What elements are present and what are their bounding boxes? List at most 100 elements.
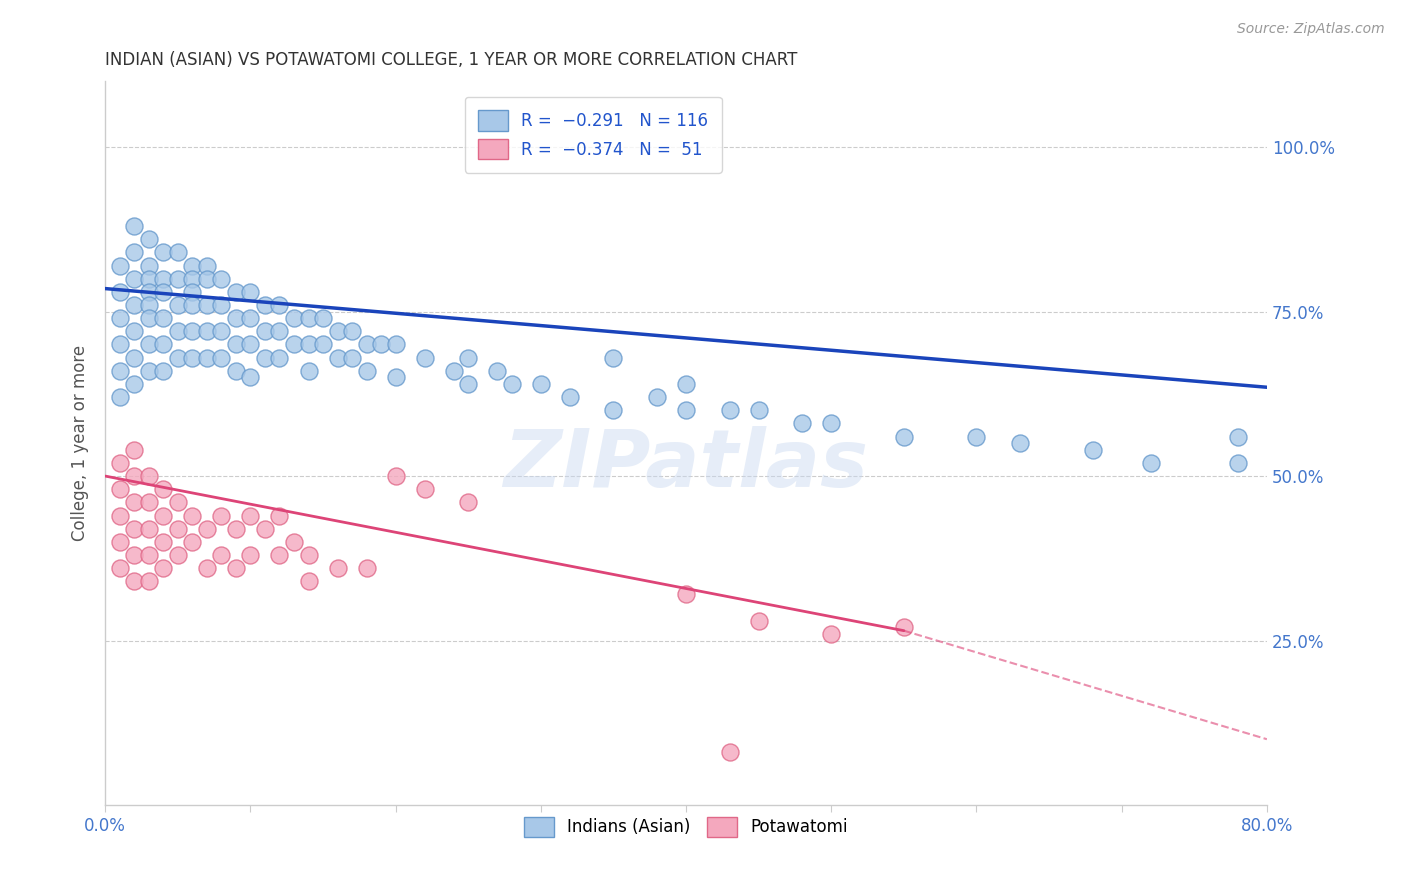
- Point: [239, 508, 262, 523]
- Point: [239, 337, 262, 351]
- Point: [166, 548, 188, 562]
- Point: [225, 561, 247, 575]
- Point: [122, 442, 145, 457]
- Point: [181, 285, 204, 299]
- Point: [356, 561, 378, 575]
- Point: [748, 403, 770, 417]
- Point: [138, 495, 160, 509]
- Point: [239, 548, 262, 562]
- Point: [269, 298, 291, 312]
- Point: [966, 429, 988, 443]
- Point: [166, 522, 188, 536]
- Point: [457, 495, 479, 509]
- Point: [297, 548, 319, 562]
- Point: [297, 364, 319, 378]
- Point: [152, 245, 174, 260]
- Point: [893, 620, 915, 634]
- Point: [239, 311, 262, 326]
- Point: [457, 376, 479, 391]
- Point: [122, 245, 145, 260]
- Point: [748, 614, 770, 628]
- Point: [152, 508, 174, 523]
- Point: [195, 561, 218, 575]
- Point: [138, 469, 160, 483]
- Point: [122, 219, 145, 233]
- Point: [602, 403, 624, 417]
- Point: [108, 561, 131, 575]
- Text: INDIAN (ASIAN) VS POTAWATOMI COLLEGE, 1 YEAR OR MORE CORRELATION CHART: INDIAN (ASIAN) VS POTAWATOMI COLLEGE, 1 …: [105, 51, 797, 69]
- Point: [152, 271, 174, 285]
- Point: [122, 548, 145, 562]
- Point: [152, 561, 174, 575]
- Point: [312, 311, 335, 326]
- Point: [209, 271, 232, 285]
- Point: [340, 324, 363, 338]
- Point: [297, 337, 319, 351]
- Point: [239, 285, 262, 299]
- Point: [457, 351, 479, 365]
- Point: [195, 324, 218, 338]
- Point: [122, 469, 145, 483]
- Point: [108, 285, 131, 299]
- Point: [108, 456, 131, 470]
- Point: [225, 522, 247, 536]
- Point: [108, 534, 131, 549]
- Point: [1226, 456, 1249, 470]
- Point: [718, 745, 741, 759]
- Point: [675, 376, 697, 391]
- Point: [138, 285, 160, 299]
- Point: [675, 587, 697, 601]
- Point: [269, 548, 291, 562]
- Point: [239, 370, 262, 384]
- Point: [602, 351, 624, 365]
- Point: [413, 482, 436, 496]
- Point: [138, 298, 160, 312]
- Point: [152, 364, 174, 378]
- Point: [326, 324, 349, 338]
- Point: [166, 495, 188, 509]
- Point: [1226, 429, 1249, 443]
- Point: [356, 364, 378, 378]
- Point: [108, 259, 131, 273]
- Legend: Indians (Asian), Potawatomi: Indians (Asian), Potawatomi: [517, 810, 855, 844]
- Point: [820, 417, 842, 431]
- Point: [269, 508, 291, 523]
- Text: ZIPatlas: ZIPatlas: [503, 425, 869, 504]
- Point: [166, 324, 188, 338]
- Point: [1008, 436, 1031, 450]
- Point: [122, 574, 145, 589]
- Point: [718, 403, 741, 417]
- Point: [486, 364, 509, 378]
- Point: [195, 271, 218, 285]
- Point: [1081, 442, 1104, 457]
- Point: [558, 390, 581, 404]
- Point: [893, 429, 915, 443]
- Point: [152, 534, 174, 549]
- Point: [530, 376, 553, 391]
- Point: [181, 508, 204, 523]
- Point: [122, 351, 145, 365]
- Point: [108, 390, 131, 404]
- Point: [253, 324, 276, 338]
- Point: [225, 285, 247, 299]
- Point: [152, 337, 174, 351]
- Point: [152, 311, 174, 326]
- Point: [138, 337, 160, 351]
- Point: [253, 351, 276, 365]
- Point: [152, 482, 174, 496]
- Point: [209, 324, 232, 338]
- Point: [122, 376, 145, 391]
- Point: [138, 364, 160, 378]
- Y-axis label: College, 1 year or more: College, 1 year or more: [72, 345, 89, 541]
- Point: [108, 311, 131, 326]
- Point: [1139, 456, 1161, 470]
- Point: [283, 534, 305, 549]
- Point: [108, 482, 131, 496]
- Point: [283, 337, 305, 351]
- Point: [326, 351, 349, 365]
- Point: [181, 298, 204, 312]
- Point: [195, 522, 218, 536]
- Point: [122, 298, 145, 312]
- Point: [283, 311, 305, 326]
- Point: [225, 364, 247, 378]
